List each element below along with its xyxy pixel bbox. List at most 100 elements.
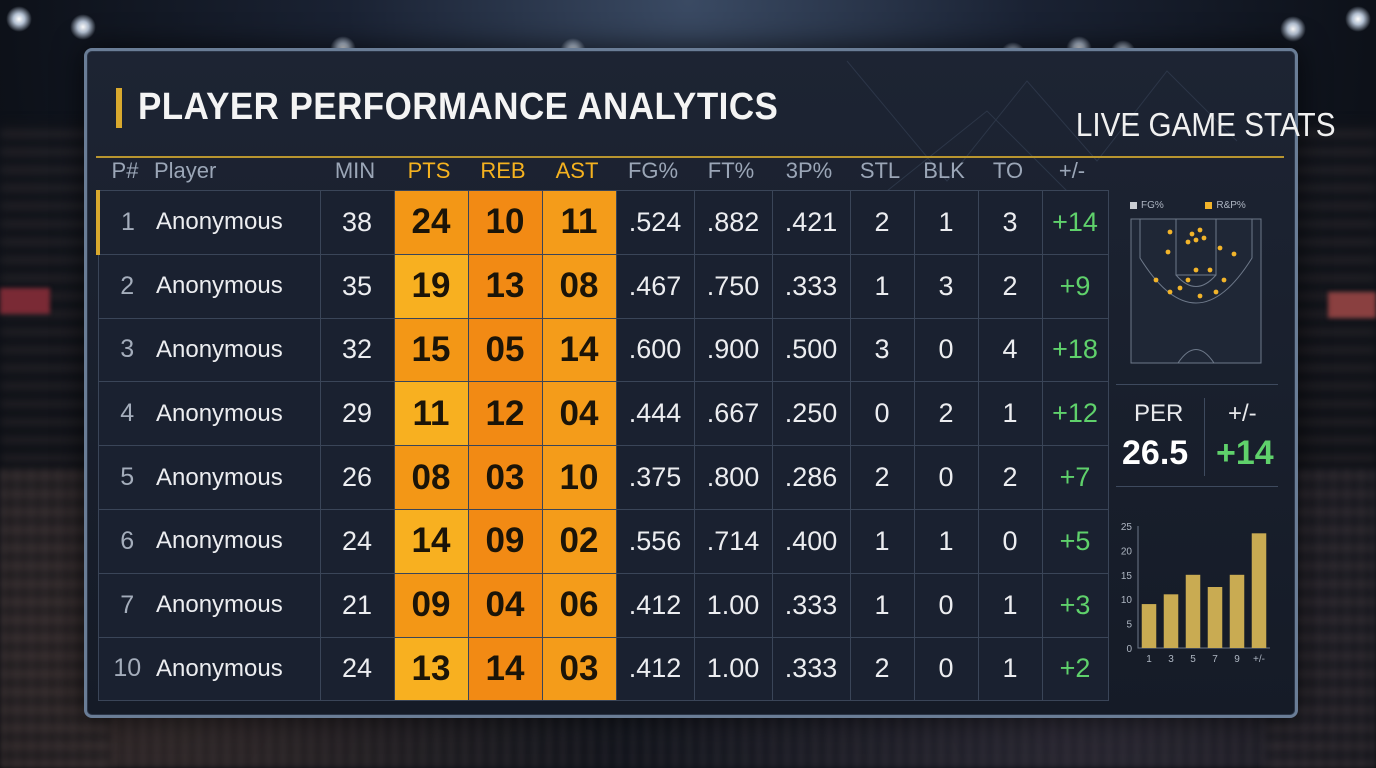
cell-pts: 09 — [393, 572, 469, 638]
cell-fg: .524 — [615, 190, 695, 255]
cell-pts: 13 — [393, 636, 469, 702]
cell-tp: .421 — [771, 190, 851, 255]
plus-minus-label: +/- — [1228, 400, 1257, 427]
cell-blk: 1 — [913, 190, 979, 255]
board-header: PLAYER PERFORMANCE ANALYTICS LIVE GAME S… — [94, 58, 1366, 208]
cell-min: 26 — [319, 445, 395, 510]
cell-blk: 0 — [913, 445, 979, 510]
chart-bar — [1163, 594, 1179, 648]
side-divider — [1116, 384, 1278, 385]
header-stl: STL — [859, 158, 901, 183]
plus-minus-value: +14 — [1216, 434, 1274, 472]
cell-pn: 7 — [97, 572, 156, 638]
cell-stl: 1 — [849, 253, 915, 319]
chart-bar — [1185, 574, 1201, 648]
arena-sign-right — [1328, 292, 1376, 318]
cell-ft: .750 — [693, 253, 773, 319]
cell-reb: 12 — [467, 381, 543, 447]
table-row: 10 Anonymous 24 13 14 03.412 1.00.333 2 0 1 +2 — [97, 636, 1109, 702]
cell-stl: 2 — [849, 636, 915, 702]
cell-reb: 10 — [467, 190, 543, 255]
cell-tp: .400 — [771, 508, 851, 574]
cell-blk: 0 — [913, 317, 979, 383]
cell-pts: 19 — [393, 253, 469, 319]
cell-tp: .333 — [771, 572, 851, 638]
cell-pts: 11 — [393, 381, 469, 447]
cell-pn: 2 — [97, 253, 156, 319]
mini-bar-chart: 0 5 10 15 20 25 1 3 5 7 9 +/- — [1121, 522, 1270, 665]
cell-min: 35 — [319, 253, 395, 319]
cell-to: 4 — [977, 317, 1043, 383]
cell-fg: .467 — [615, 253, 695, 319]
y-tick-label: 5 — [1126, 620, 1132, 631]
x-tick-label: 5 — [1190, 654, 1196, 665]
side-divider — [1116, 486, 1278, 487]
cell-stl: 0 — [849, 381, 915, 447]
column-headers: P# Player MIN PTS REB AST FG% FT% 3P% ST… — [96, 150, 1106, 190]
header-fg: FG% — [627, 158, 679, 183]
table-row: 6 Anonymous 24 14 09 02.556.714.400 1 1 0 +5 — [97, 508, 1109, 574]
cell-pts: 14 — [393, 508, 469, 574]
cell-pn: 6 — [97, 508, 156, 574]
chart-bar — [1207, 587, 1223, 648]
cell-pts: 15 — [393, 317, 469, 383]
cell-ft: 1.00 — [693, 636, 773, 702]
table-row: 7 Anonymous 21 09 04 06.412 1.00.333 1 0 1 +3 — [97, 572, 1109, 638]
cell-tp: .333 — [771, 253, 851, 319]
legend-label-rp: R&P% — [1216, 200, 1246, 211]
cell-pn: 4 — [97, 381, 156, 447]
y-tick-label: 25 — [1121, 522, 1133, 533]
table-row: 1 Anonymous 38 24 10 11.524.882.421 2 1 3 +14 — [96, 190, 1109, 255]
cell-pm: +2 — [1041, 636, 1109, 702]
cell-name: Anonymous — [156, 190, 321, 255]
header-decoration — [846, 60, 1238, 192]
cell-to: 1 — [977, 381, 1043, 447]
cell-ft: .882 — [693, 190, 773, 255]
cell-blk: 1 — [913, 508, 979, 574]
title-accent-bar — [116, 88, 122, 128]
cell-ft: .800 — [693, 445, 773, 510]
cell-reb: 04 — [467, 572, 543, 638]
stadium-light-icon — [6, 6, 32, 32]
cell-reb: 14 — [467, 636, 543, 702]
cell-to: 0 — [977, 508, 1043, 574]
legend-swatch-fg — [1130, 201, 1137, 209]
table-row: 5 Anonymous 26 08 03 10.375.800.286 2 0 2 +7 — [97, 445, 1109, 510]
header-reb: REB — [480, 158, 526, 183]
cell-reb: 03 — [467, 445, 543, 510]
cell-pts: 08 — [393, 445, 469, 510]
cell-blk: 3 — [913, 253, 979, 319]
cell-pm: +12 — [1041, 381, 1109, 447]
cell-fg: .556 — [615, 508, 695, 574]
header-pn: P# — [111, 158, 139, 183]
chart-bar — [1141, 604, 1157, 648]
header-min: MIN — [334, 158, 376, 183]
cell-pn: 10 — [97, 636, 156, 702]
header-plus-minus: +/- — [1058, 158, 1086, 183]
cell-tp: .286 — [771, 445, 851, 510]
cell-blk: 0 — [913, 636, 979, 702]
stadium-light-icon — [70, 14, 96, 40]
basketball-court-icon — [1130, 218, 1262, 364]
cell-name: Anonymous — [156, 508, 321, 574]
cell-min: 24 — [319, 636, 395, 702]
cell-min: 29 — [319, 381, 395, 447]
cell-ft: .667 — [693, 381, 773, 447]
y-tick-label: 10 — [1121, 595, 1133, 606]
chart-bar — [1251, 533, 1267, 648]
cell-ft: .714 — [693, 508, 773, 574]
cell-reb: 09 — [467, 508, 543, 574]
table-row: 2 Anonymous 35 19 13 08.467.750.333 1 3 2 +9 — [97, 253, 1109, 319]
cell-pm: +9 — [1041, 253, 1109, 319]
cell-ast: 10 — [541, 445, 617, 510]
header-3p: 3P% — [785, 158, 833, 183]
legend-swatch-rp — [1205, 201, 1213, 209]
table-row: 3 Anonymous 32 15 05 14.600.900.500 3 0 4 +18 — [97, 317, 1109, 383]
cell-name: Anonymous — [156, 636, 321, 702]
cell-to: 2 — [977, 253, 1043, 319]
cell-stl: 2 — [849, 445, 915, 510]
cell-to: 1 — [977, 636, 1043, 702]
cell-reb: 05 — [467, 317, 543, 383]
y-tick-label: 0 — [1126, 644, 1132, 655]
cell-pn: 3 — [97, 317, 156, 383]
